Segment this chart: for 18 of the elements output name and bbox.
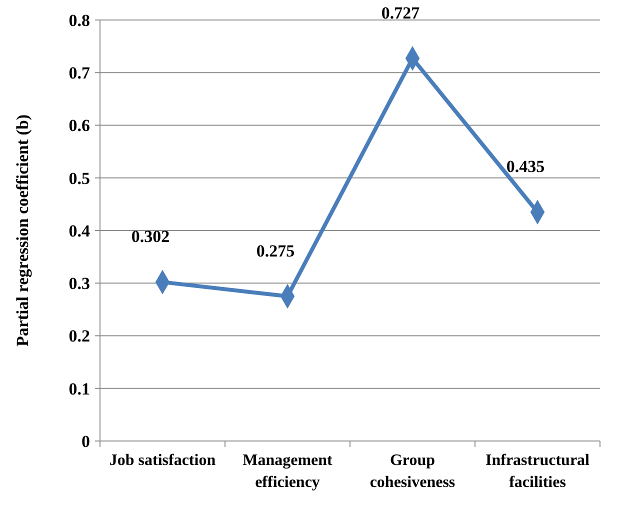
y-tick-label: 0.1: [68, 379, 90, 398]
x-tick-label: Job satisfaction: [109, 452, 216, 469]
y-axis-title: Partial regression coefficient (b): [13, 114, 32, 347]
data-label: 0.435: [506, 157, 545, 176]
y-tick-label: 0.4: [68, 221, 90, 240]
data-label: 0.302: [131, 227, 170, 246]
y-tick-label: 0: [82, 432, 90, 451]
x-tick-label: Group cohesiveness: [370, 452, 456, 491]
y-tick-label: 0.3: [68, 274, 90, 294]
data-label: 0.275: [256, 241, 295, 260]
y-tick-label: 0.7: [68, 64, 90, 83]
y-tick-label: 0.5: [68, 168, 90, 188]
x-tick-label: Management efficiency: [242, 452, 334, 491]
y-tick-label: 0.6: [68, 116, 90, 136]
x-tick-label: Infrastructural facilities: [486, 452, 590, 491]
y-tick-label: 0.8: [68, 10, 90, 30]
y-tick-label: 0.2: [68, 326, 90, 346]
data-label: 0.727: [381, 3, 420, 22]
